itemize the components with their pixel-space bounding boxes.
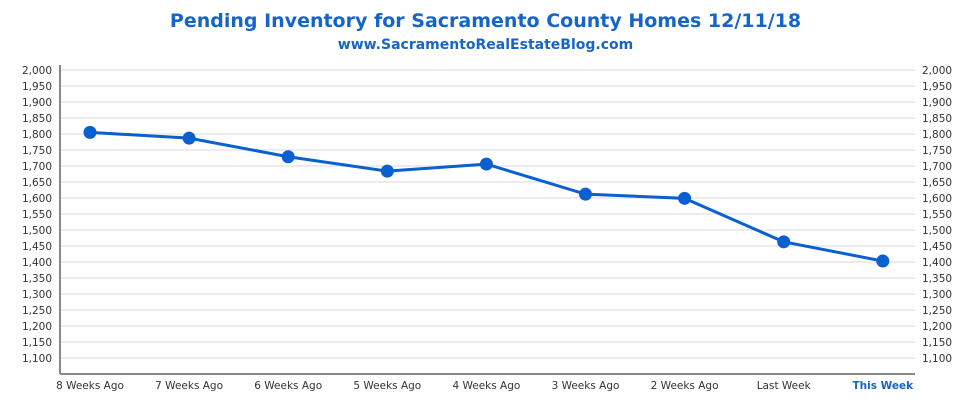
y-tick-label-right: 1,850 <box>922 113 952 125</box>
y-tick-label-right: 1,100 <box>922 353 952 365</box>
y-tick-label-right: 1,600 <box>922 193 952 205</box>
y-tick-label-right: 1,500 <box>922 225 952 237</box>
y-tick-label-right: 1,650 <box>922 177 952 189</box>
y-tick-label-left: 1,100 <box>22 353 52 365</box>
y-tick-label-right: 1,800 <box>922 129 952 141</box>
y-tick-label-right: 1,350 <box>922 273 952 285</box>
x-tick-label: 2 Weeks Ago <box>651 380 719 392</box>
y-tick-label-right: 1,950 <box>922 81 952 93</box>
y-tick-label-left: 1,800 <box>22 129 52 141</box>
y-tick-label-left: 1,900 <box>22 97 52 109</box>
x-tick-label: Last Week <box>757 380 812 392</box>
y-tick-label-right: 2,000 <box>922 65 952 77</box>
y-tick-label-left: 1,450 <box>22 241 52 253</box>
y-tick-label-left: 1,850 <box>22 113 52 125</box>
y-tick-label-left: 1,500 <box>22 225 52 237</box>
y-tick-label-left: 1,650 <box>22 177 52 189</box>
data-point <box>83 125 97 139</box>
data-point <box>678 191 692 205</box>
x-tick-label: 8 Weeks Ago <box>56 380 124 392</box>
series-line <box>89 130 884 263</box>
y-tick-label-right: 1,200 <box>922 321 952 333</box>
x-tick-label: This Week <box>853 380 915 392</box>
data-point <box>380 164 394 178</box>
data-point <box>479 157 493 171</box>
y-tick-label-left: 1,750 <box>22 145 52 157</box>
y-tick-label-left: 1,700 <box>22 161 52 173</box>
x-tick-label: 4 Weeks Ago <box>452 380 520 392</box>
chart-title: Pending Inventory for Sacramento County … <box>169 10 802 32</box>
y-tick-label-left: 1,550 <box>22 209 52 221</box>
x-tick-label: 5 Weeks Ago <box>353 380 421 392</box>
y-tick-label-right: 1,250 <box>922 305 952 317</box>
y-tick-label-right: 1,750 <box>922 145 952 157</box>
y-tick-label-right: 1,900 <box>922 97 952 109</box>
x-tick-label: 6 Weeks Ago <box>254 380 322 392</box>
y-tick-label-left: 1,400 <box>22 257 52 269</box>
x-tick-label: 7 Weeks Ago <box>155 380 223 392</box>
y-tick-label-left: 1,350 <box>22 273 52 285</box>
y-tick-label-left: 2,000 <box>22 65 52 77</box>
data-point <box>579 187 592 201</box>
data-point <box>281 150 295 164</box>
y-tick-label-left: 1,600 <box>22 193 52 205</box>
data-point <box>182 131 196 145</box>
data-point <box>876 254 890 268</box>
x-tick-label: 3 Weeks Ago <box>552 380 620 392</box>
y-tick-label-right: 1,550 <box>922 209 952 221</box>
y-tick-label-right: 1,700 <box>922 161 952 173</box>
y-tick-label-left: 1,300 <box>22 289 52 301</box>
y-tick-label-right: 1,450 <box>922 241 952 253</box>
y-tick-label-left: 1,200 <box>22 321 52 333</box>
y-tick-label-right: 1,150 <box>922 337 952 349</box>
y-tick-label-left: 1,950 <box>22 81 52 93</box>
data-point <box>777 235 791 249</box>
y-tick-label-left: 1,250 <box>22 305 52 317</box>
y-tick-label-left: 1,150 <box>22 337 52 349</box>
y-tick-label-right: 1,300 <box>922 289 952 301</box>
y-tick-label-right: 1,400 <box>922 257 952 269</box>
chart-subtitle: www.SacramentoRealEstateBlog.com <box>337 37 634 53</box>
